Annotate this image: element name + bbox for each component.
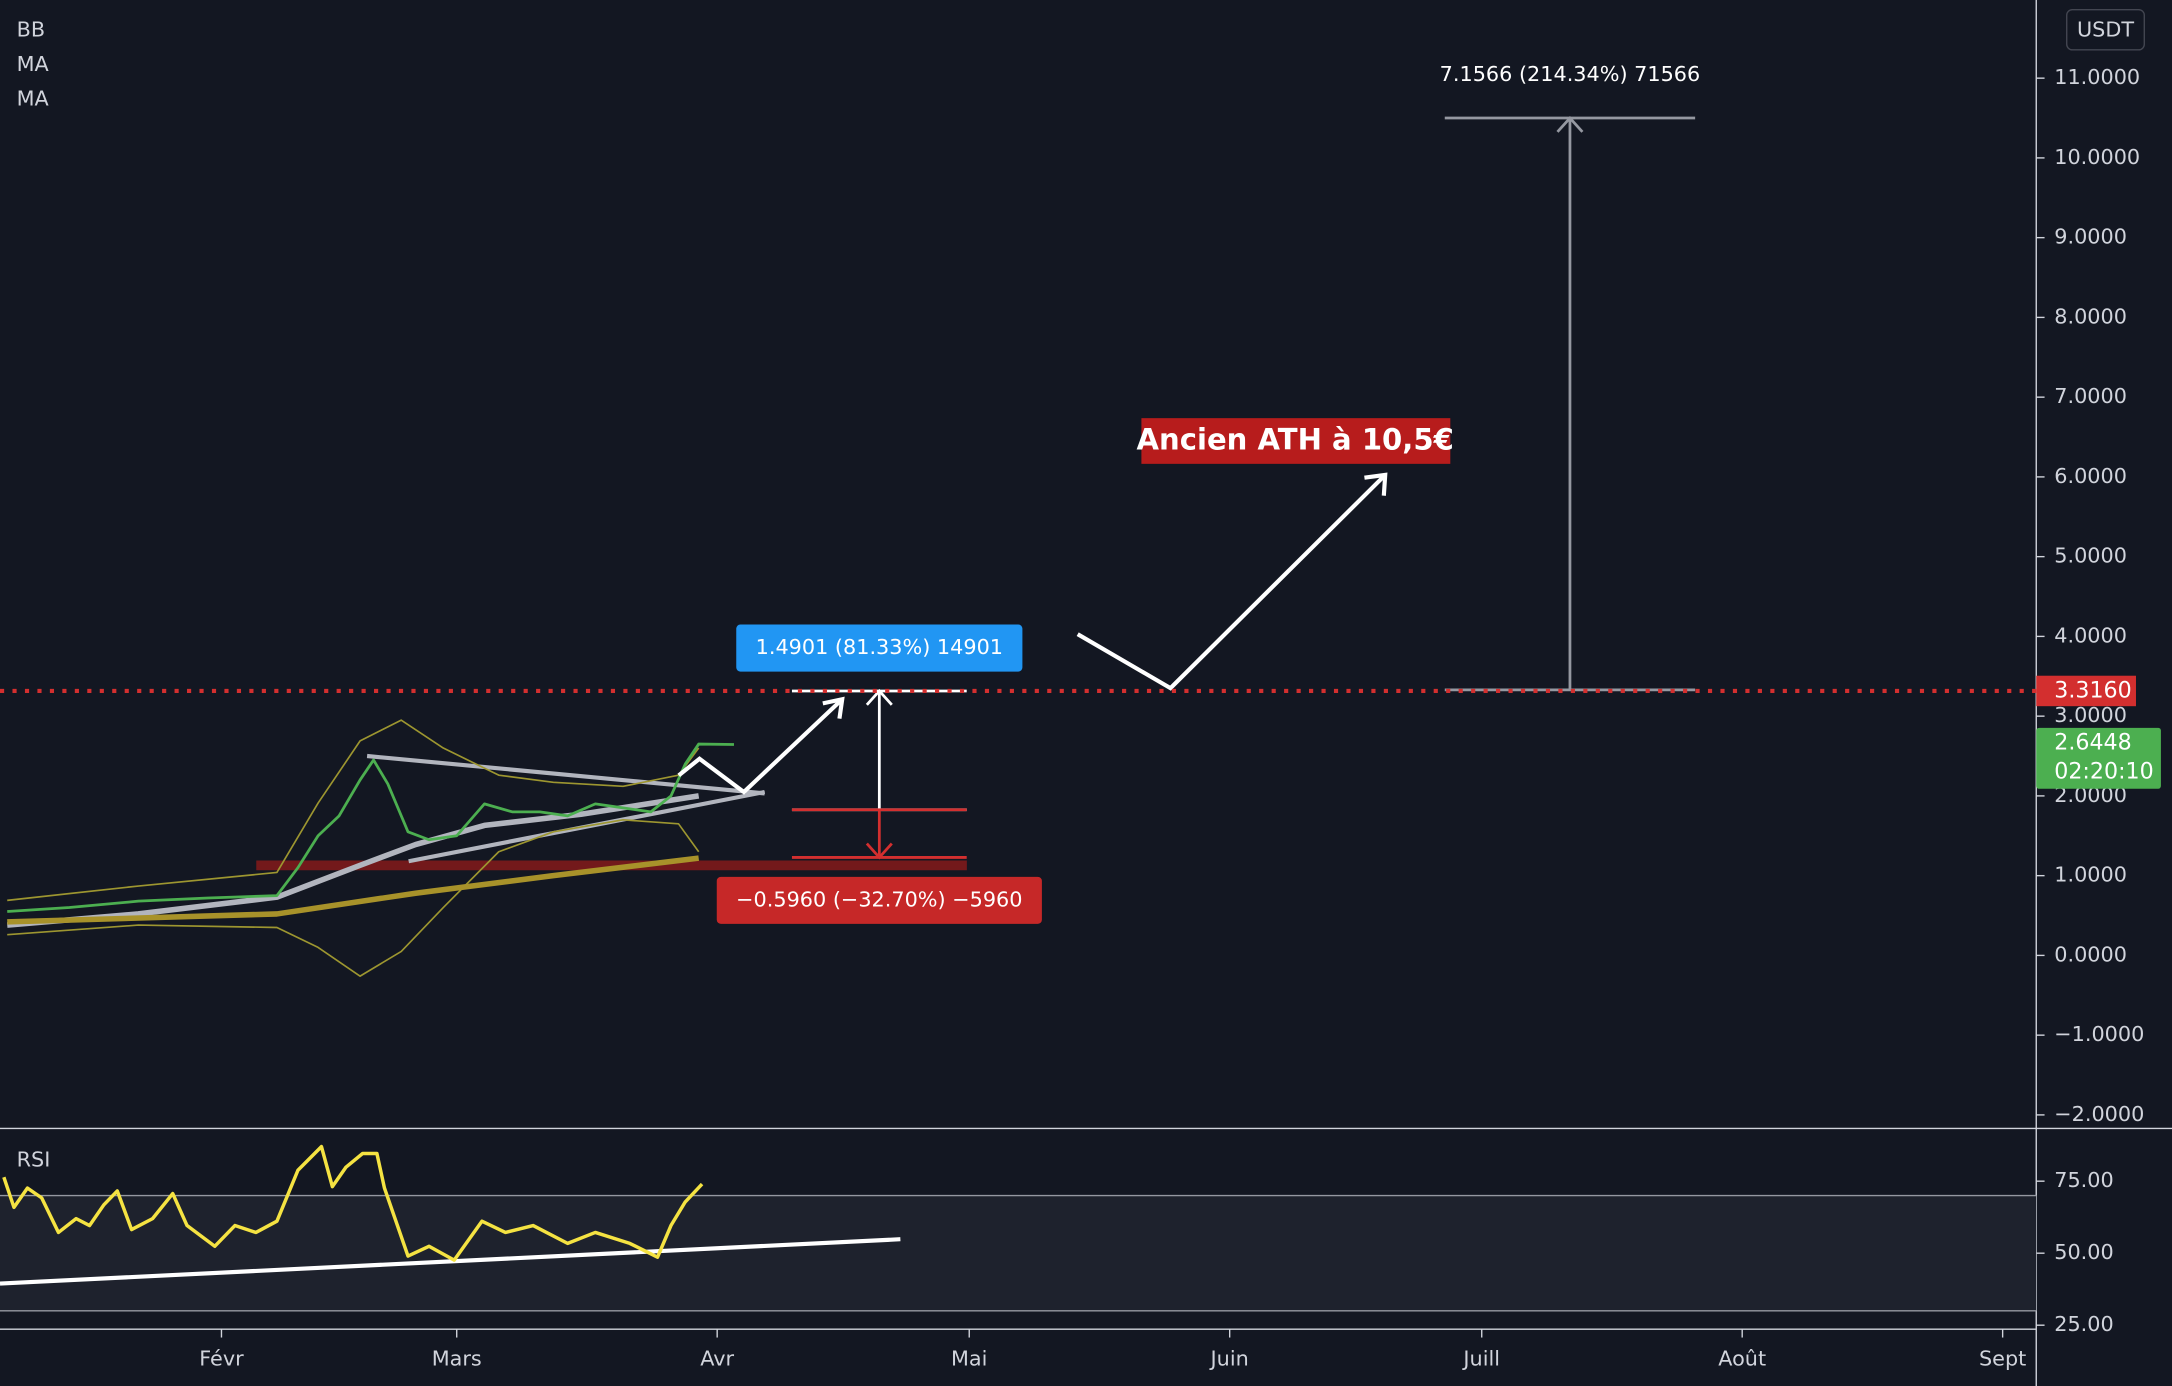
y-tick-label: 10.0000 [2054,145,2140,169]
rsi-trend-line [0,1237,901,1286]
y-tick-label: 25.00 [2054,1312,2113,1336]
measure-arrow [865,688,893,706]
measure-arrow [1556,115,1584,133]
plots [2,719,734,1262]
price-line-box [2036,675,2136,707]
x-tick-label: Avr [700,1347,734,1371]
x-tick-label: Juin [1209,1347,1249,1371]
annotation-box [1141,418,1451,464]
x-tick-label: Mai [951,1347,987,1371]
projection-arrow [1076,473,1387,691]
legend-entry: MA [17,87,50,111]
x-tick-label: Févr [199,1347,244,1371]
legend-entry: MA [17,52,50,76]
y-tick-label: 4.0000 [2054,623,2127,647]
measure-label-box [716,876,1042,924]
y-tick-label: 75.00 [2054,1168,2113,1192]
trend-line [366,753,765,796]
measure-label-box [736,624,1023,672]
x-tick-label: Août [1718,1347,1766,1371]
legend-entry: RSI [17,1147,51,1171]
measure-label: −0.5960 (−32.70%) −5960 [736,887,1022,911]
x-tick-label: Sept [1979,1347,2026,1371]
y-tick-label: −1.0000 [2054,1022,2144,1046]
rsi-band [0,1195,2037,1311]
y-tick-label: 9.0000 [2054,225,2127,249]
y-tick-label: 1.0000 [2054,863,2127,887]
y-tick-label: 6.0000 [2054,464,2127,488]
series-line [7,855,700,925]
annotation: Ancien ATH à 10,5€ [1137,423,1454,457]
price-line-label: 3.3160 [2054,677,2132,703]
x-tick-label: Juill [1461,1347,1500,1371]
measure-arrow [865,842,893,860]
last-price-label: 2.6448 [2054,730,2132,756]
y-tick-label: 8.0000 [2054,304,2127,328]
measure-label: 1.4901 (81.33%) 14901 [756,635,1003,659]
unit-box [2066,9,2145,51]
projection-arrow [677,697,844,795]
last-price-box [2036,727,2161,789]
arrow-head [822,696,845,719]
y-tick-label: 0.0000 [2054,942,2127,966]
series-line [7,719,700,902]
x-tick-label: Mars [432,1347,482,1371]
legend-entry: BB [17,17,46,41]
y-tick-label: 5.0000 [2054,544,2127,568]
countdown: 02:20:10 [2054,759,2153,785]
y-tick-label: −2.0000 [2054,1102,2144,1126]
y-tick-label: 11.0000 [2054,65,2140,89]
series-line [7,742,734,913]
arrow-head [1364,472,1388,496]
measure-label: 7.1566 (214.34%) 71566 [1440,62,1701,86]
y-tick-label: 3.0000 [2054,703,2127,727]
y-tick-label: 2.0000 [2054,783,2127,807]
rsi-band-layer [0,1194,2037,1312]
series-line [2,1144,704,1262]
y-tick-label: 50.00 [2054,1240,2113,1264]
y-tick-label: 7.0000 [2054,384,2127,408]
unit: USDT [2077,17,2134,41]
series-line [7,818,700,977]
